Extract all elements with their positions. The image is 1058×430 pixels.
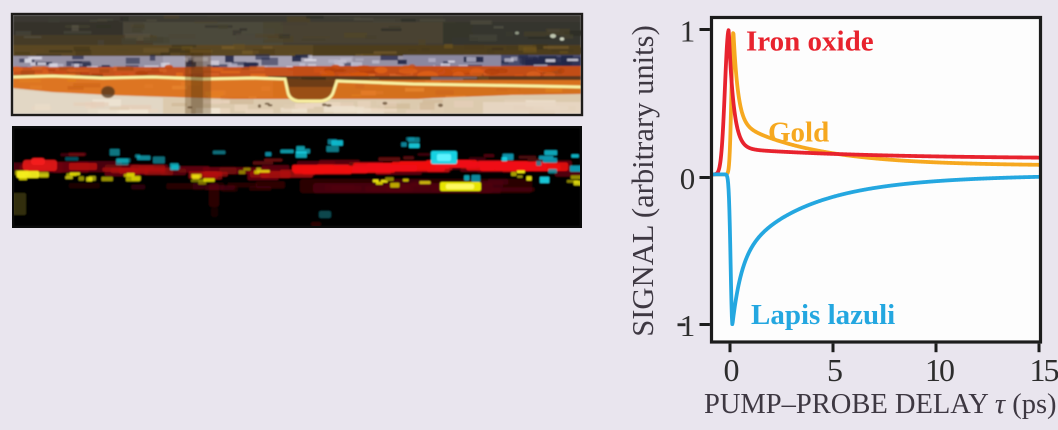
svg-text:5: 5 — [827, 352, 843, 388]
svg-text:10: 10 — [925, 352, 954, 388]
svg-text:15: 15 — [1030, 352, 1058, 388]
svg-text:Gold: Gold — [768, 117, 829, 149]
svg-text:Lapis lazuli: Lapis lazuli — [751, 299, 895, 331]
svg-text:1: 1 — [680, 13, 696, 48]
svg-text:0: 0 — [680, 161, 696, 196]
svg-text:0: 0 — [724, 352, 740, 388]
svg-text:SIGNAL (arbitrary units): SIGNAL (arbitrary units) — [626, 25, 660, 337]
svg-text:1: 1 — [680, 308, 696, 343]
svg-text:PUMP–PROBE DELAY τ (ps): PUMP–PROBE DELAY τ (ps) — [704, 389, 1057, 420]
svg-text:Iron oxide: Iron oxide — [746, 26, 874, 58]
